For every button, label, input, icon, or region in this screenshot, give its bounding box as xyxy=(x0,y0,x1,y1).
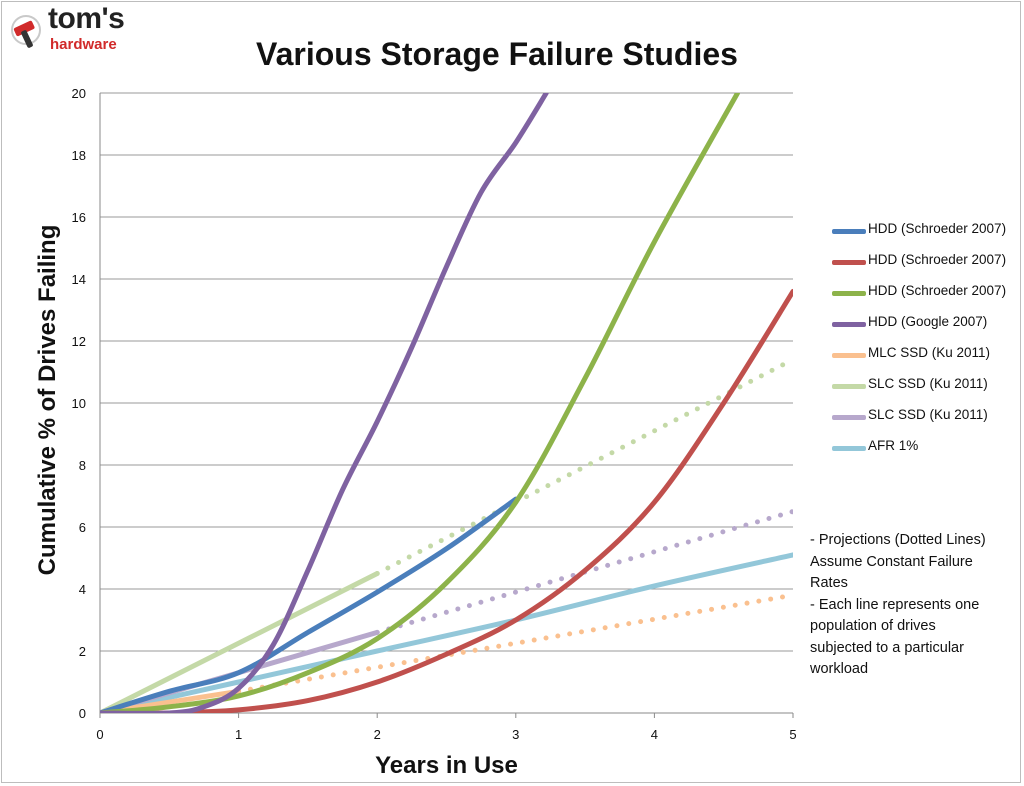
hammer-logo-icon xyxy=(11,15,41,48)
x-tick-label: 3 xyxy=(512,727,519,742)
note-line: population of drives xyxy=(810,618,936,634)
note-line: workload xyxy=(810,661,869,677)
legend-swatch xyxy=(832,384,866,389)
series-line-8 xyxy=(100,552,793,713)
y-tick-label: 0 xyxy=(79,706,86,721)
note-line: Assume Constant Failure xyxy=(810,553,973,570)
note-line: - Each line represents one xyxy=(810,596,980,613)
legend-label: HDD (Schroeder 2007) xyxy=(868,221,1007,236)
legend-label: HDD (Google 2007) xyxy=(868,314,988,329)
legend-swatch xyxy=(832,415,866,420)
note-line: subjected to a particular xyxy=(810,639,964,656)
y-tick-label: 2 xyxy=(79,644,86,659)
legend-swatch xyxy=(832,229,866,234)
x-tick-label: 0 xyxy=(96,727,103,742)
chart-title: Various Storage Failure Studies xyxy=(256,36,738,72)
notes-text: - Projections (Dotted Lines) Assume Const… xyxy=(810,530,1016,681)
toms-hardware-logo: tom's hardware xyxy=(8,2,138,58)
series-line-4 xyxy=(100,93,549,713)
y-tick-label: 18 xyxy=(72,148,86,163)
legend-label: MLC SSD (Ku 2011) xyxy=(868,345,991,360)
x-tick-label: 4 xyxy=(651,727,658,742)
legend-label: HDD (Schroeder 2007) xyxy=(868,252,1007,267)
y-tick-label: 16 xyxy=(72,210,86,225)
y-tick-label: 6 xyxy=(79,520,86,535)
projection-line xyxy=(236,592,793,694)
x-tick-label: 2 xyxy=(374,727,381,742)
x-tick-label: 5 xyxy=(789,727,796,742)
x-axis-label: Years in Use xyxy=(375,752,518,779)
legend-label: AFR 1% xyxy=(868,438,919,453)
legend-label: SLC SSD (Ku 2011) xyxy=(868,376,988,391)
y-tick-label: 4 xyxy=(79,582,86,597)
series-line-2 xyxy=(100,288,793,713)
logo-sub: hardware xyxy=(50,36,117,53)
note-line: - Projections (Dotted Lines) xyxy=(810,532,986,548)
legend-swatch xyxy=(832,291,866,296)
legend-swatch xyxy=(832,260,866,265)
y-tick-label: 14 xyxy=(72,272,86,287)
legend-swatch xyxy=(832,446,866,451)
y-tick-label: 10 xyxy=(72,396,86,411)
x-tick-label: 1 xyxy=(235,727,242,742)
legend-label: SLC SSD (Ku 2011) xyxy=(868,407,988,422)
series-line-1 xyxy=(100,496,519,713)
note-line: Rates xyxy=(810,575,848,591)
y-tick-label: 8 xyxy=(79,458,86,473)
y-tick-label: 20 xyxy=(72,86,86,101)
legend-label: HDD (Schroeder 2007) xyxy=(868,283,1007,298)
series-line-6 xyxy=(100,571,380,713)
legend-swatch xyxy=(832,322,866,327)
y-tick-label: 12 xyxy=(72,334,86,349)
logo-brand: tom's xyxy=(48,2,125,35)
legend-swatch xyxy=(832,353,866,358)
